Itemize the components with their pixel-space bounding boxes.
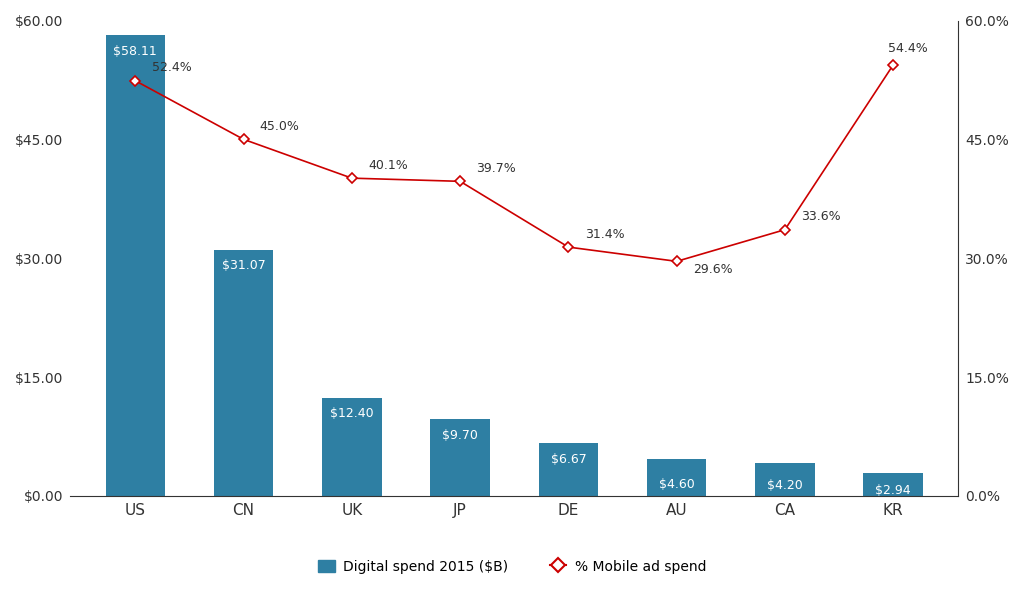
Text: 52.4%: 52.4% bbox=[152, 62, 191, 75]
Text: 40.1%: 40.1% bbox=[368, 159, 408, 172]
Bar bbox=[214, 250, 273, 496]
Text: $9.70: $9.70 bbox=[442, 429, 478, 442]
Text: 39.7%: 39.7% bbox=[476, 162, 516, 175]
Text: $2.94: $2.94 bbox=[876, 484, 911, 497]
Bar bbox=[323, 398, 382, 496]
Bar bbox=[105, 36, 165, 496]
Bar bbox=[539, 443, 598, 496]
Text: $4.60: $4.60 bbox=[658, 478, 694, 491]
Text: $6.67: $6.67 bbox=[551, 452, 587, 465]
Text: 45.0%: 45.0% bbox=[260, 120, 300, 133]
Bar bbox=[647, 459, 707, 496]
Legend: Digital spend 2015 ($B), % Mobile ad spend: Digital spend 2015 ($B), % Mobile ad spe… bbox=[312, 554, 712, 579]
Text: $4.20: $4.20 bbox=[767, 479, 803, 492]
Bar bbox=[755, 462, 815, 496]
Text: $31.07: $31.07 bbox=[221, 259, 265, 272]
Bar bbox=[863, 472, 923, 496]
Bar bbox=[430, 419, 489, 496]
Text: 29.6%: 29.6% bbox=[693, 263, 732, 276]
Text: 33.6%: 33.6% bbox=[801, 210, 841, 223]
Text: 54.4%: 54.4% bbox=[888, 43, 928, 56]
Text: $12.40: $12.40 bbox=[330, 407, 374, 420]
Text: 31.4%: 31.4% bbox=[585, 228, 625, 241]
Text: $58.11: $58.11 bbox=[114, 45, 157, 58]
